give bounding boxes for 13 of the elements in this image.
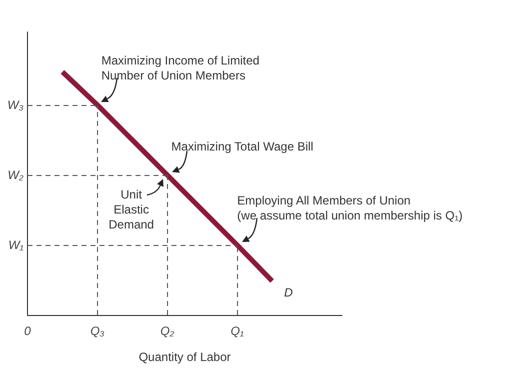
annotation: D — [284, 285, 294, 300]
x-tick-label: Q₃ — [90, 324, 105, 338]
ref-line-label: W₃ — [7, 98, 24, 112]
x-tick-label: 0 — [24, 324, 32, 338]
ref-line-label: W₁ — [8, 238, 24, 252]
ref-line-label: W₂ — [8, 168, 24, 182]
annotation: Employing All Members of Union (we assume total union membership is Q₁) — [237, 193, 463, 222]
annotation: Unit Elastic Demand — [108, 187, 154, 232]
x-tick-label: Q₂ — [160, 324, 175, 338]
x-axis-title: Quantity of Labor — [138, 350, 231, 364]
annotation: Maximizing Income of Limited Number of Union Members — [101, 53, 260, 82]
annotation: Maximizing Total Wage Bill — [171, 139, 314, 154]
x-tick-label: Q₁ — [230, 324, 244, 338]
